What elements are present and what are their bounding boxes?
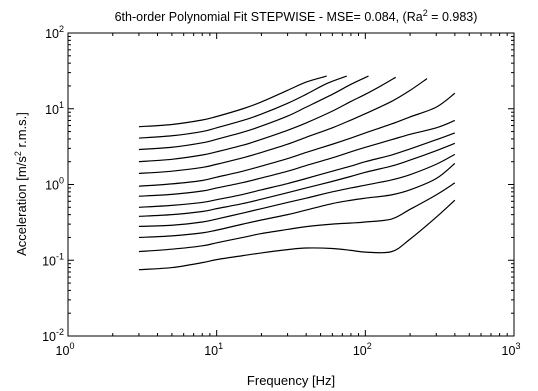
series-line (138, 153, 456, 227)
y-tick-label: 102 (45, 24, 64, 41)
y-axis-label-superscript: 2 (13, 151, 23, 156)
x-tick-label-base: 10 (353, 344, 367, 358)
x-tick-label-base: 10 (502, 344, 516, 358)
x-axis-ticks: 100 101 102 103 (56, 33, 521, 358)
series-line (138, 119, 456, 197)
series-lines (138, 75, 456, 271)
y-tick-label-exponent: -1 (56, 251, 64, 261)
series-line (138, 162, 456, 239)
series-line (138, 78, 428, 175)
x-tick-label: 102 (353, 341, 372, 358)
series-line (138, 75, 369, 151)
plot-area (67, 32, 515, 337)
y-tick-label: 101 (45, 100, 64, 117)
series-line (138, 142, 456, 217)
x-tick-label-base: 10 (56, 344, 70, 358)
y-tick-label-base: 10 (45, 103, 59, 117)
x-tick-label-exponent: 0 (69, 341, 74, 351)
y-tick-label-exponent: 1 (59, 100, 64, 110)
y-tick-label: 100 (45, 176, 64, 193)
chart-title-main: 6th-order Polynomial Fit STEPWISE - MSE=… (115, 10, 423, 24)
y-tick-label-base: 10 (42, 330, 56, 344)
series-line (138, 199, 456, 271)
x-tick-label: 100 (56, 341, 75, 358)
series-line (138, 75, 327, 128)
series-line (138, 132, 456, 208)
y-tick-label: 10-1 (42, 251, 64, 268)
series-line (138, 75, 347, 139)
y-tick-label: 10-2 (42, 327, 64, 344)
chart-title-rest: = 0.983) (428, 10, 478, 24)
y-tick-label-exponent: 0 (59, 176, 64, 186)
chart-title: 6th-order Polynomial Fit STEPWISE - MSE=… (115, 8, 478, 24)
chart-title-superscript: 2 (423, 8, 428, 18)
y-tick-label-base: 10 (45, 179, 59, 193)
x-tick-label-exponent: 3 (515, 341, 520, 351)
x-tick-label-exponent: 1 (218, 341, 223, 351)
series-line (138, 76, 396, 163)
x-tick-label-base: 10 (204, 344, 218, 358)
y-axis-label-main: Acceleration [m/s (14, 156, 29, 256)
x-tick-label-exponent: 2 (367, 341, 372, 351)
y-tick-label-exponent: 2 (59, 24, 64, 34)
x-tick-label: 103 (502, 341, 521, 358)
x-tick-label: 101 (204, 341, 223, 358)
y-tick-label-exponent: -2 (56, 327, 64, 337)
y-tick-label-base: 10 (45, 27, 59, 41)
y-axis-label: Acceleration [m/s2 r.m.s.] (13, 112, 29, 256)
y-axis-label-rest: r.m.s.] (14, 112, 29, 151)
series-line (138, 182, 456, 253)
series-line (138, 92, 456, 187)
y-tick-label-base: 10 (42, 254, 56, 268)
x-axis-label: Frequency [Hz] (247, 373, 335, 388)
